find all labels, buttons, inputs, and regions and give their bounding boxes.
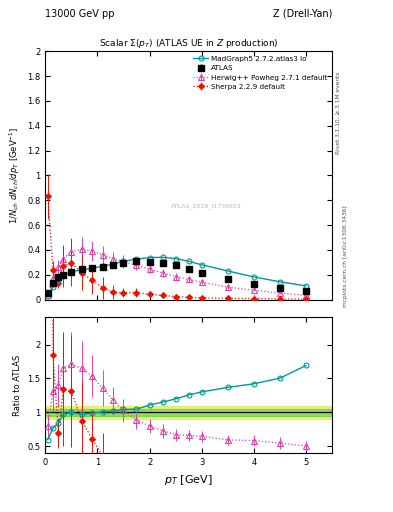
- Legend: MadGraph5 2.7.2.atlas3 lo, ATLAS, Herwig++ Powheg 2.7.1 default, Sherpa 2.2.9 de: MadGraph5 2.7.2.atlas3 lo, ATLAS, Herwig…: [191, 53, 330, 92]
- Bar: [45, 406, 332, 419]
- MadGraph5 2.7.2.atlas3 lo: [277, 279, 282, 285]
- MadGraph5 2.7.2.atlas3 lo: [79, 267, 84, 273]
- MadGraph5 2.7.2.atlas3 lo: [69, 268, 73, 274]
- MadGraph5 2.7.2.atlas3 lo: [100, 263, 105, 269]
- MadGraph5 2.7.2.atlas3 lo: [304, 283, 309, 289]
- MadGraph5 2.7.2.atlas3 lo: [51, 284, 55, 290]
- MadGraph5 2.7.2.atlas3 lo: [90, 265, 94, 271]
- X-axis label: $p_T\ [\mathrm{GeV}]$: $p_T\ [\mathrm{GeV}]$: [164, 473, 213, 486]
- MadGraph5 2.7.2.atlas3 lo: [160, 254, 165, 261]
- MadGraph5 2.7.2.atlas3 lo: [56, 277, 61, 283]
- MadGraph5 2.7.2.atlas3 lo: [199, 262, 204, 268]
- Text: Z (Drell-Yan): Z (Drell-Yan): [273, 9, 332, 19]
- Text: mcplots.cern.ch [arXiv:1306.3436]: mcplots.cern.ch [arXiv:1306.3436]: [343, 205, 348, 307]
- MadGraph5 2.7.2.atlas3 lo: [173, 255, 178, 262]
- MadGraph5 2.7.2.atlas3 lo: [134, 256, 139, 262]
- Y-axis label: Ratio to ATLAS: Ratio to ATLAS: [13, 355, 22, 416]
- Text: Rivet 3.1.10, ≥ 3.1M events: Rivet 3.1.10, ≥ 3.1M events: [336, 72, 341, 154]
- MadGraph5 2.7.2.atlas3 lo: [252, 274, 256, 280]
- Title: Scalar $\Sigma(p_T)$ (ATLAS UE in $Z$ production): Scalar $\Sigma(p_T)$ (ATLAS UE in $Z$ pr…: [99, 37, 278, 50]
- MadGraph5 2.7.2.atlas3 lo: [186, 258, 191, 264]
- Y-axis label: $1/N_{ch}\ dN_{ch}/dp_{T}\ [\mathrm{GeV}^{-1}]$: $1/N_{ch}\ dN_{ch}/dp_{T}\ [\mathrm{GeV}…: [7, 127, 22, 224]
- Bar: [45, 409, 332, 416]
- MadGraph5 2.7.2.atlas3 lo: [46, 293, 50, 299]
- Line: MadGraph5 2.7.2.atlas3 lo: MadGraph5 2.7.2.atlas3 lo: [45, 255, 309, 298]
- Text: 13000 GeV pp: 13000 GeV pp: [45, 9, 115, 19]
- MadGraph5 2.7.2.atlas3 lo: [121, 258, 126, 264]
- MadGraph5 2.7.2.atlas3 lo: [147, 254, 152, 261]
- MadGraph5 2.7.2.atlas3 lo: [111, 261, 116, 267]
- MadGraph5 2.7.2.atlas3 lo: [61, 272, 66, 279]
- Text: ATLAS_2019_I1736653: ATLAS_2019_I1736653: [171, 204, 242, 209]
- MadGraph5 2.7.2.atlas3 lo: [226, 268, 230, 274]
